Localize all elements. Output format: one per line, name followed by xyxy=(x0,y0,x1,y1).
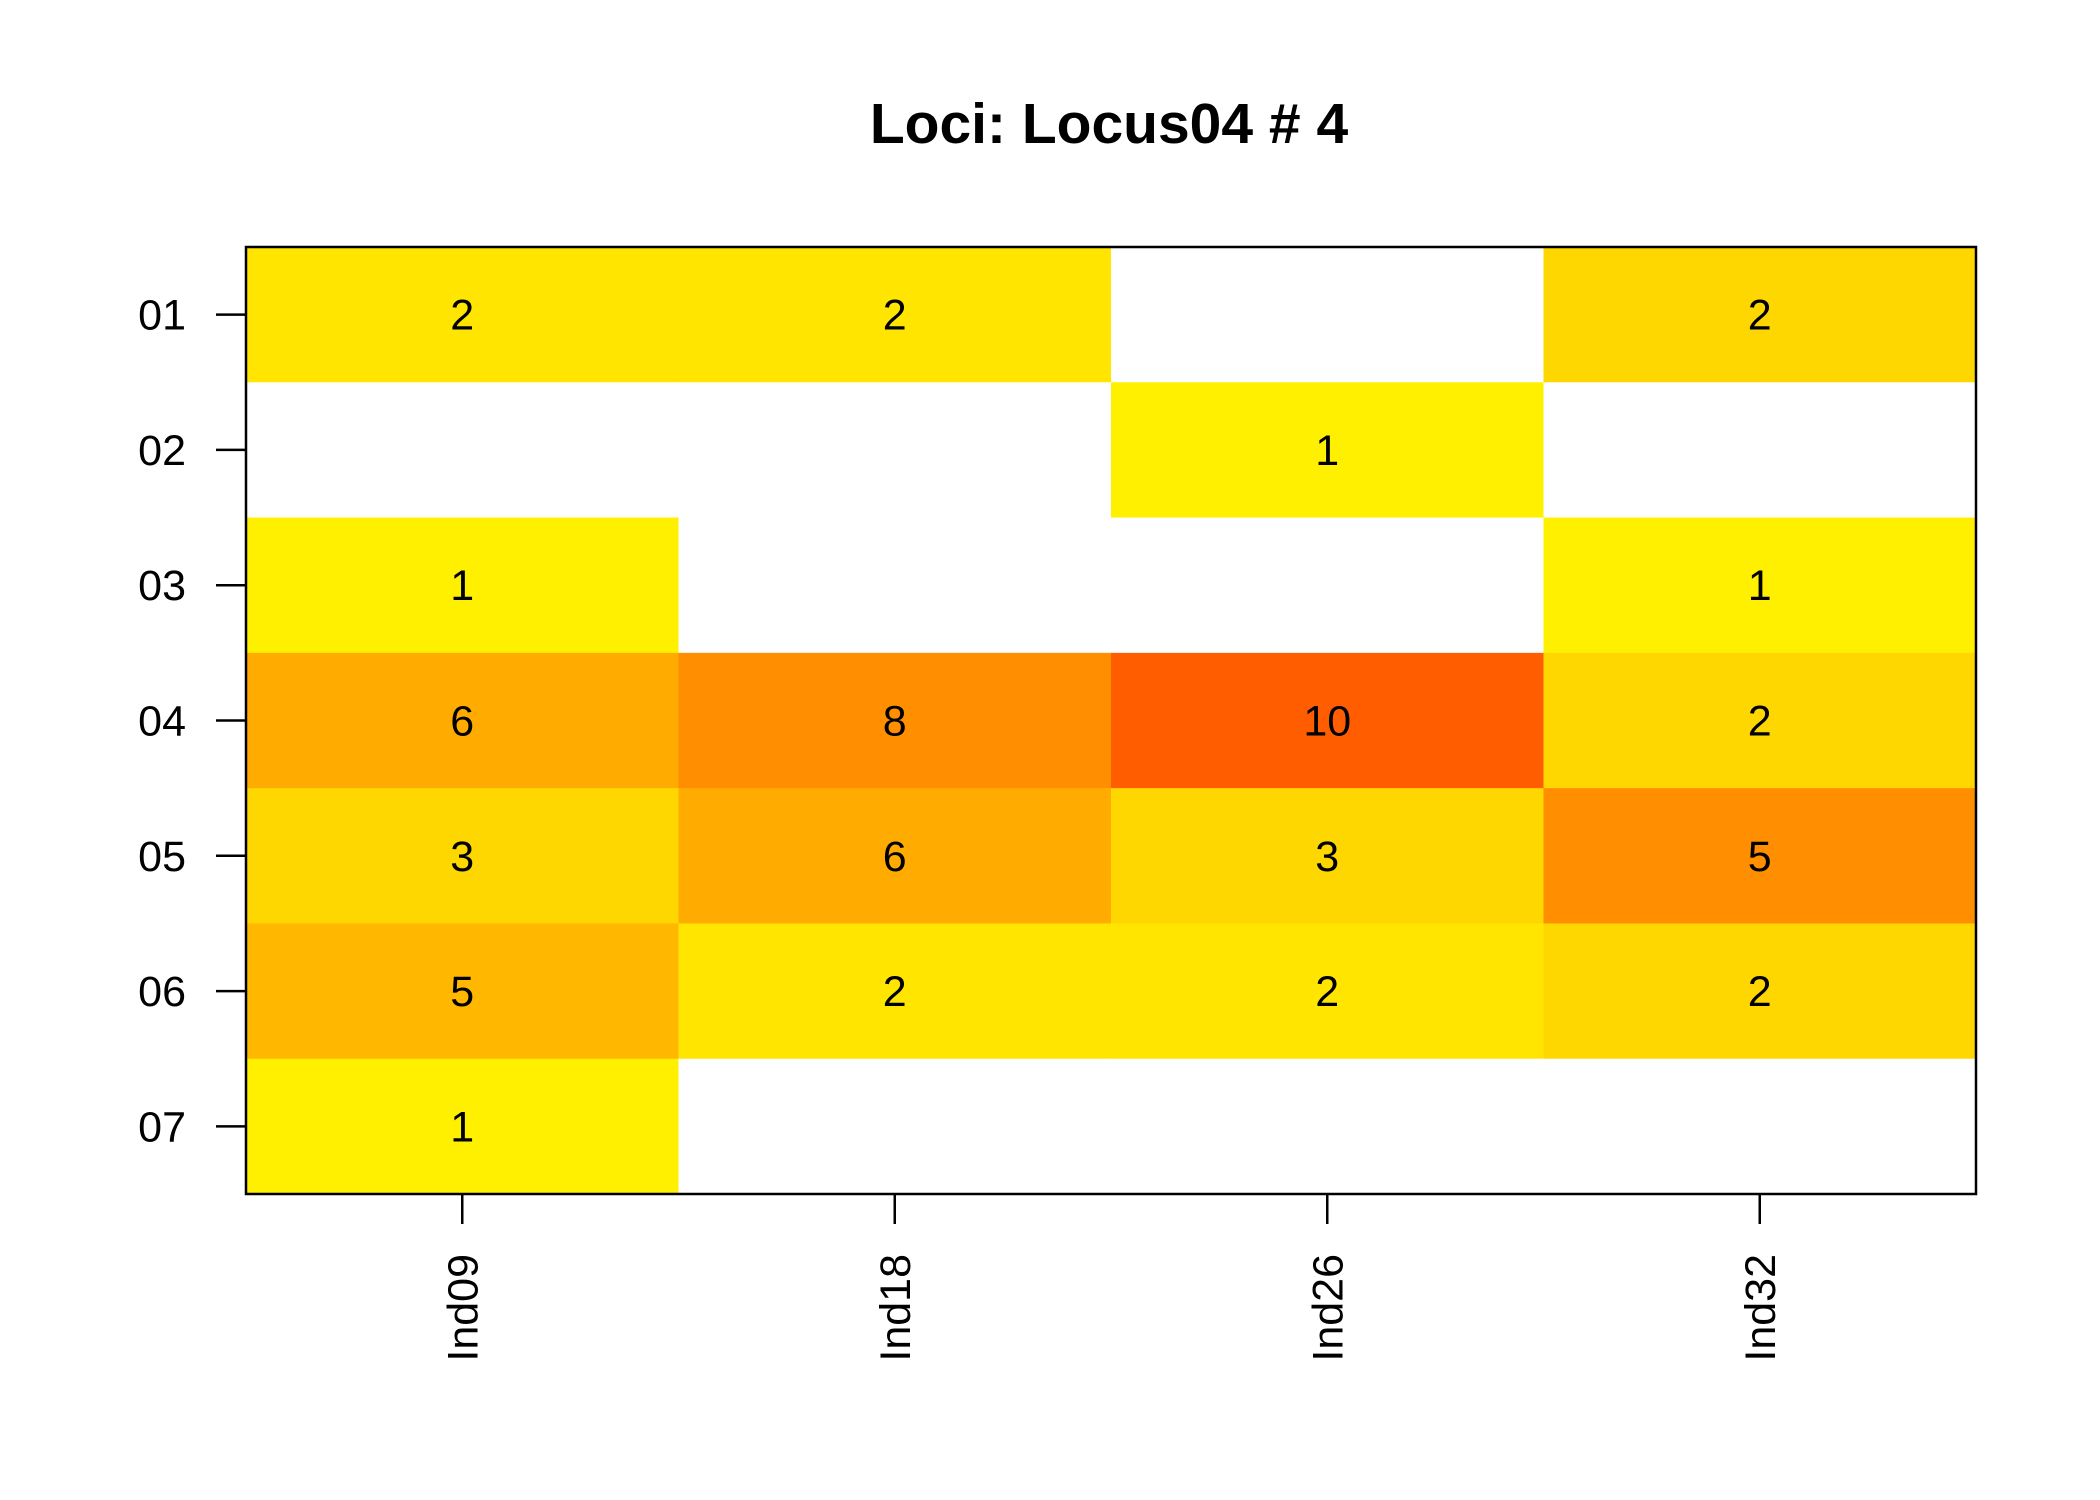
heatmap-cell-01-Ind26 xyxy=(1111,247,1545,383)
cell-labels: 2 2 2 1 1 1 6 8 10 2 3 6 3 5 5 2 2 2 1 xyxy=(450,292,1771,1152)
y-tick-label: 03 xyxy=(138,562,186,610)
heatmap-cell-06-Ind32 xyxy=(1543,923,1977,1060)
chart-title: Loci: Locus04 # 4 xyxy=(870,92,1349,156)
heatmap-cell-07-Ind18 xyxy=(678,1058,1112,1195)
heatmap-cell-07-Ind09 xyxy=(246,1058,680,1195)
heatmap-cell-05-Ind26 xyxy=(1111,788,1545,925)
heatmap-cell-04-Ind32 xyxy=(1543,652,1977,789)
heatmap-cell-04-Ind26 xyxy=(1111,652,1545,789)
cell-value-label: 1 xyxy=(450,1103,474,1151)
y-tick-label: 07 xyxy=(138,1103,186,1151)
heatmap-cell-01-Ind18 xyxy=(678,247,1112,383)
cell-value-label: 2 xyxy=(1748,292,1772,340)
cell-value-label: 2 xyxy=(883,292,907,340)
y-tick-label: 05 xyxy=(138,833,186,881)
x-tick-label: Ind32 xyxy=(1737,1254,1785,1362)
cell-value-label: 5 xyxy=(1748,833,1772,881)
heatmap-cell-02-Ind32 xyxy=(1543,382,1977,519)
cell-value-label: 8 xyxy=(883,698,907,746)
cell-value-label: 1 xyxy=(1748,562,1772,610)
heatmap-cell-04-Ind09 xyxy=(246,652,680,789)
heatmap-cell-02-Ind18 xyxy=(678,382,1112,519)
y-tick-label: 01 xyxy=(138,292,186,340)
cell-value-label: 1 xyxy=(450,562,474,610)
heatmap-cell-05-Ind18 xyxy=(678,788,1112,925)
heatmap-cell-07-Ind26 xyxy=(1111,1058,1545,1195)
heatmap-cell-05-Ind32 xyxy=(1543,788,1977,925)
heatmap-cell-03-Ind18 xyxy=(678,517,1112,654)
cell-value-label: 2 xyxy=(1315,968,1339,1016)
heatmap-cell-06-Ind18 xyxy=(678,923,1112,1060)
heatmap-cell-01-Ind32 xyxy=(1543,247,1977,383)
cell-value-label: 6 xyxy=(883,833,907,881)
heatmap-cell-03-Ind32 xyxy=(1543,517,1977,654)
cell-value-label: 5 xyxy=(450,968,474,1016)
y-tick-label: 06 xyxy=(138,968,186,1016)
cell-value-label: 3 xyxy=(450,833,474,881)
heatmap-cell-06-Ind09 xyxy=(246,923,680,1060)
y-axis: 01 02 03 04 05 06 07 xyxy=(138,292,246,1151)
heatmap-cell-03-Ind26 xyxy=(1111,517,1545,654)
heatmap-cell-07-Ind32 xyxy=(1543,1058,1977,1195)
cell-value-label: 2 xyxy=(883,968,907,1016)
cell-value-label: 10 xyxy=(1303,698,1351,746)
heatmap-cell-04-Ind18 xyxy=(678,652,1112,789)
x-axis: Ind09 Ind18 Ind26 Ind32 xyxy=(439,1194,1785,1362)
x-tick-label: Ind09 xyxy=(439,1254,487,1362)
heatmap-cell-02-Ind26 xyxy=(1111,382,1545,519)
heatmap-cell-03-Ind09 xyxy=(246,517,680,654)
heatmap-cell-05-Ind09 xyxy=(246,788,680,925)
cell-value-label: 2 xyxy=(1748,698,1772,746)
x-tick-label: Ind18 xyxy=(872,1254,920,1362)
heatmap-cell-06-Ind26 xyxy=(1111,923,1545,1060)
cell-value-label: 2 xyxy=(450,292,474,340)
y-tick-label: 04 xyxy=(138,698,186,746)
cell-value-label: 3 xyxy=(1315,833,1339,881)
cell-value-label: 6 xyxy=(450,698,474,746)
heatmap-cell-01-Ind09 xyxy=(246,247,680,383)
y-tick-label: 02 xyxy=(138,427,186,475)
cell-value-label: 2 xyxy=(1748,968,1772,1016)
x-tick-label: Ind26 xyxy=(1304,1254,1352,1362)
cell-value-label: 1 xyxy=(1315,427,1339,475)
heatmap-cell-02-Ind09 xyxy=(246,382,680,519)
heatmap-cells xyxy=(246,247,1977,1195)
